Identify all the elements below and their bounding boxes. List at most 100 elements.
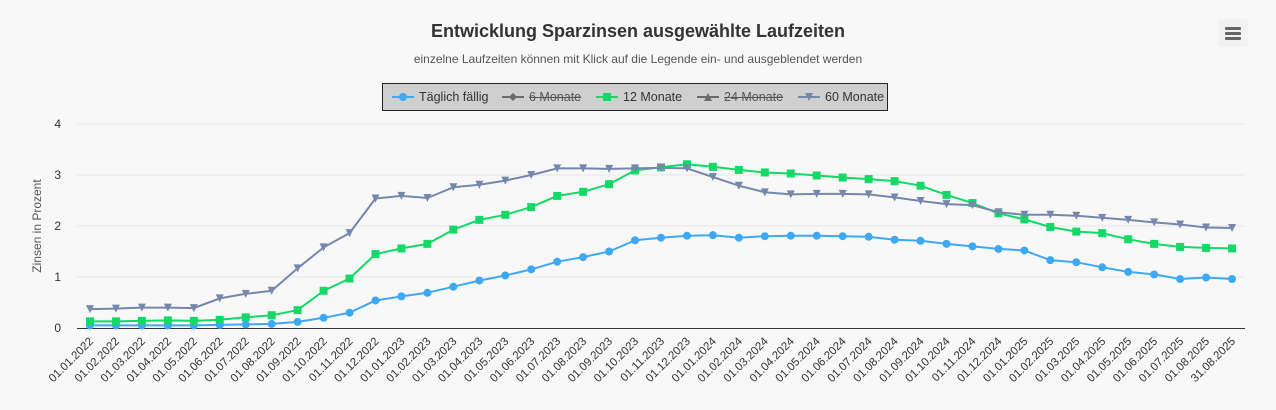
data-point — [708, 162, 717, 171]
data-point — [319, 313, 328, 322]
data-point — [1176, 275, 1185, 284]
data-point — [682, 160, 691, 169]
data-point — [942, 190, 951, 199]
data-point — [215, 315, 224, 324]
data-point — [1176, 242, 1185, 251]
data-point — [760, 232, 769, 241]
data-point — [501, 210, 510, 219]
data-point — [890, 235, 899, 244]
data-point — [682, 231, 691, 240]
series-layer — [85, 160, 1237, 330]
data-point — [631, 236, 640, 245]
data-point — [760, 168, 769, 177]
legend-symbol — [392, 93, 414, 101]
data-point — [1124, 267, 1133, 276]
data-point — [345, 308, 354, 317]
data-point — [968, 201, 977, 210]
data-point — [527, 203, 536, 212]
chart-title: Entwicklung Sparzinsen ausgewählte Laufz… — [430, 21, 846, 41]
data-point — [605, 164, 614, 173]
data-point — [449, 225, 458, 234]
data-point — [267, 286, 276, 295]
y-tick-label: 4 — [54, 117, 61, 131]
data-point — [1228, 244, 1237, 253]
legend-label: Täglich fällig — [419, 90, 489, 104]
legend-symbol — [502, 93, 524, 101]
legend-label: 12 Monate — [623, 90, 683, 104]
data-point — [241, 313, 250, 322]
chart-subtitle: einzelne Laufzeiten können mit Klick auf… — [413, 52, 863, 66]
data-point — [786, 169, 795, 178]
legend-label: 60 Monate — [825, 90, 885, 104]
legend-marker — [805, 93, 813, 101]
legend-marker — [509, 93, 517, 101]
y-axis: 0 1 2 3 4 Zinsen in Prozent — [30, 117, 61, 335]
data-point — [319, 286, 328, 295]
data-point — [293, 317, 302, 326]
data-point — [916, 236, 925, 245]
legend-label: 6 Monate — [529, 90, 582, 104]
data-point — [1072, 258, 1081, 267]
data-point — [657, 233, 665, 242]
data-point — [838, 173, 847, 182]
data-point — [734, 165, 743, 174]
data-point — [1072, 227, 1081, 236]
data-point — [708, 231, 717, 240]
series-line — [90, 163, 1233, 323]
data-point — [553, 191, 562, 200]
series-line — [90, 234, 1233, 327]
y-tick-label: 3 — [54, 168, 61, 182]
data-point — [812, 231, 821, 240]
data-point — [1020, 210, 1029, 219]
data-point — [553, 164, 562, 173]
data-point — [423, 239, 432, 248]
data-point — [527, 265, 536, 274]
data-point — [449, 282, 458, 291]
data-point — [527, 171, 536, 179]
data-point — [241, 289, 250, 298]
data-point — [605, 180, 614, 189]
legend-symbol — [697, 93, 719, 101]
data-point — [397, 191, 406, 200]
data-point — [1228, 224, 1237, 233]
data-point — [475, 215, 484, 224]
data-point — [1150, 239, 1159, 248]
data-point — [137, 316, 146, 325]
data-point — [1202, 243, 1211, 252]
x-axis: 01.01.202201.02.202201.03.202201.04.2022… — [47, 328, 1245, 385]
series-12-monate — [85, 160, 1237, 326]
data-point — [760, 188, 769, 197]
data-point — [864, 190, 873, 199]
data-point — [968, 242, 977, 251]
data-point — [553, 257, 562, 266]
data-point — [1124, 235, 1133, 244]
data-point — [111, 304, 120, 313]
data-point — [734, 233, 743, 242]
hamburger-menu-icon[interactable] — [1218, 19, 1248, 47]
data-point — [475, 276, 484, 285]
data-point — [475, 180, 484, 189]
data-point — [1020, 215, 1029, 224]
data-point — [1176, 220, 1185, 229]
data-point — [1202, 273, 1211, 282]
data-point — [786, 190, 795, 199]
data-point — [371, 296, 380, 305]
data-point — [682, 164, 691, 173]
data-point — [267, 311, 276, 320]
data-point — [449, 183, 458, 192]
data-point — [890, 177, 899, 186]
data-point — [85, 317, 94, 326]
data-point — [916, 197, 925, 206]
data-point — [345, 274, 354, 283]
data-point — [994, 244, 1003, 253]
data-point — [1046, 210, 1055, 219]
y-tick-label: 2 — [54, 219, 61, 233]
data-point — [579, 164, 588, 173]
y-axis-title: Zinsen in Prozent — [30, 179, 44, 273]
data-point — [1098, 213, 1107, 222]
menu-bar — [1225, 27, 1241, 30]
data-point — [1098, 229, 1107, 238]
data-point — [942, 200, 951, 209]
legend-marker — [704, 93, 712, 101]
data-point — [1150, 270, 1159, 279]
